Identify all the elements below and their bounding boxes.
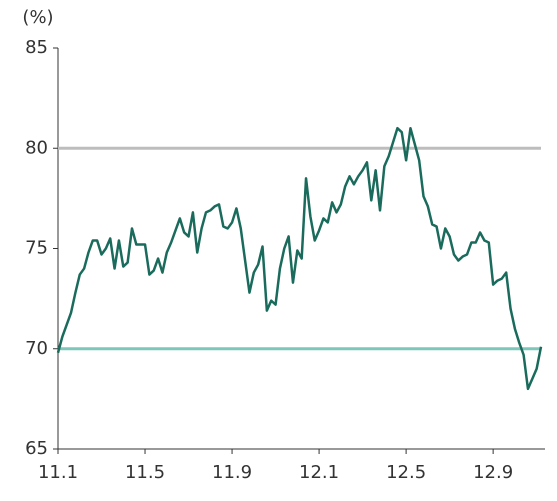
x-tick-label: 12.9 xyxy=(473,462,513,483)
y-tick-label: 75 xyxy=(25,238,48,259)
y-tick-label: 70 xyxy=(25,338,48,359)
x-tick-label: 11.5 xyxy=(125,462,165,483)
y-tick-label: 65 xyxy=(25,438,48,459)
x-tick-label: 11.9 xyxy=(212,462,252,483)
y-unit-label: (%) xyxy=(22,7,53,28)
y-tick-label: 85 xyxy=(25,37,48,58)
x-tick-label: 11.1 xyxy=(38,462,78,483)
x-tick-label: 12.5 xyxy=(386,462,426,483)
line-series xyxy=(56,126,543,391)
y-tick-label: 80 xyxy=(25,137,48,158)
x-tick-label: 12.1 xyxy=(299,462,339,483)
